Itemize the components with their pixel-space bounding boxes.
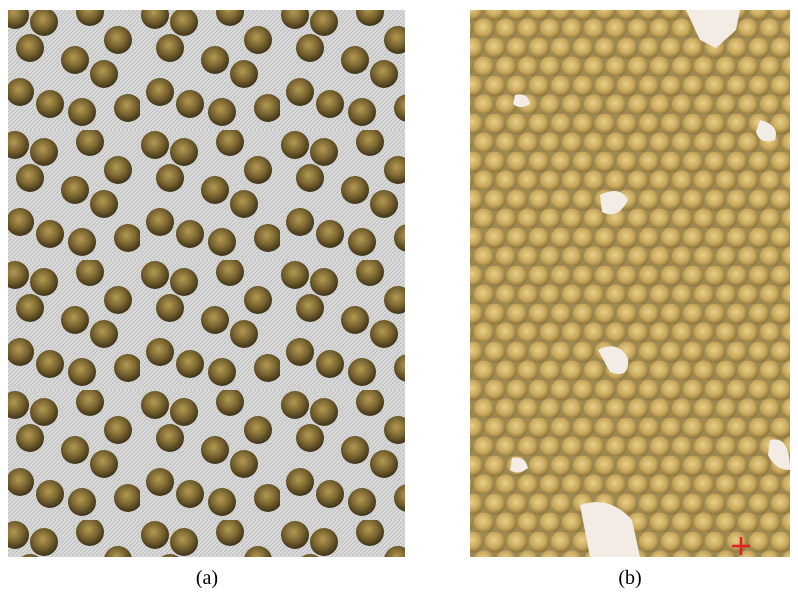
panel-a: (a) xyxy=(8,10,405,589)
figure: (a) (b) xyxy=(0,0,798,592)
photo-a xyxy=(8,10,405,557)
photo-b xyxy=(470,10,790,557)
panel-b: (b) xyxy=(470,10,790,589)
panel-label: (a) xyxy=(196,567,218,589)
panel-label: (b) xyxy=(618,567,641,589)
